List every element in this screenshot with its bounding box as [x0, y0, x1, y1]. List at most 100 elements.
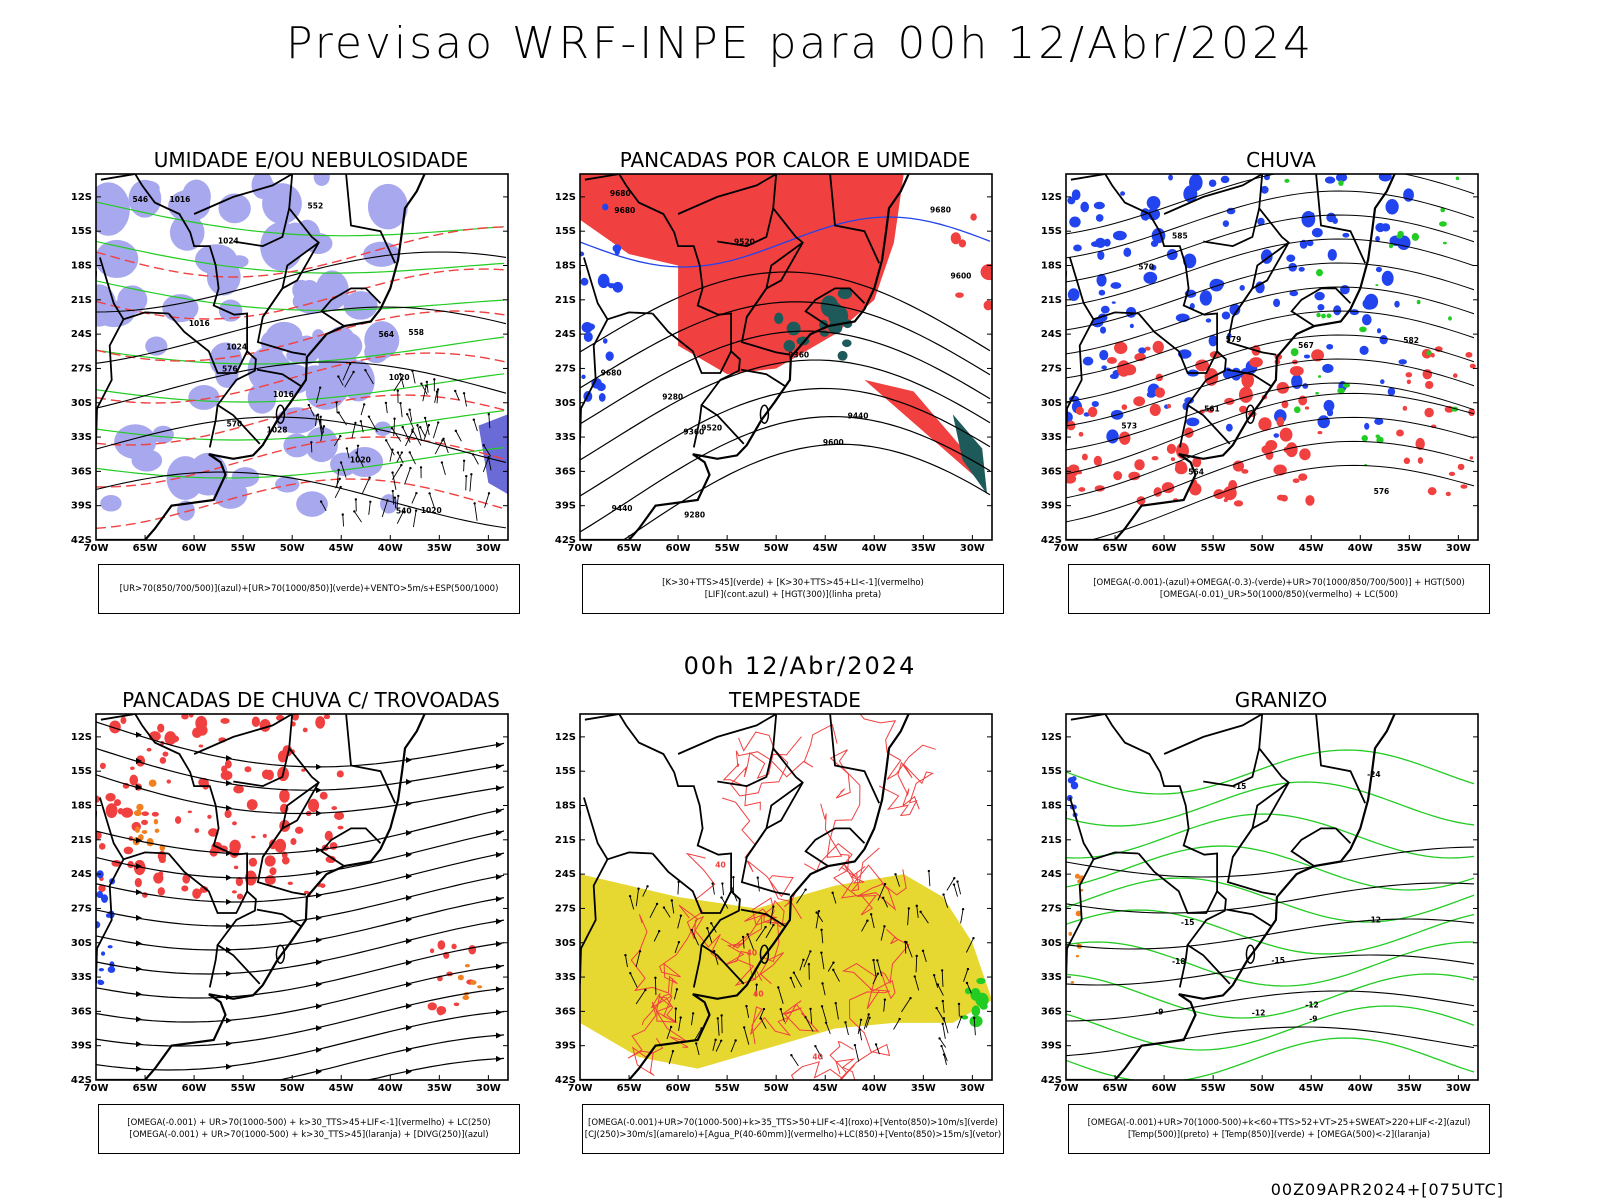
rain-red-area — [1106, 357, 1117, 364]
wind-vector-head — [471, 453, 475, 456]
wind-vector — [942, 1023, 946, 1039]
lon-label: 70W — [1054, 1083, 1079, 1094]
legend-line: [OMEGA(-0.001)+UR>70(1000-500)+k<60+TTS>… — [1087, 1118, 1471, 1128]
streamline — [96, 808, 505, 855]
streamline — [96, 1034, 505, 1080]
rain-red-area — [1425, 380, 1434, 390]
rain-omega-area — [1317, 415, 1330, 429]
wind-vector — [365, 369, 374, 385]
rain-red-area — [1241, 469, 1249, 474]
map-frame — [95, 713, 509, 1081]
contour-label: -18 — [1172, 957, 1186, 966]
rain-green-area — [1388, 243, 1394, 249]
rain-red-area — [1134, 459, 1145, 471]
wind-vector — [400, 403, 403, 418]
wind-vector-head — [940, 1044, 943, 1048]
rain-red-area — [1448, 471, 1456, 476]
precipitable-water-contour — [850, 847, 907, 911]
rain-red-area — [1402, 405, 1408, 411]
streamline — [96, 897, 505, 951]
lon-label: 35W — [427, 543, 452, 554]
wind-vector — [333, 435, 341, 447]
humidity-high-area — [96, 198, 107, 212]
lat-label: 15S — [555, 226, 576, 237]
streamline-arrow — [496, 1055, 502, 1062]
rain-green-area — [1359, 326, 1367, 333]
streamline-arrow — [496, 741, 502, 748]
wind-vector-head — [655, 902, 659, 906]
thunder-shower-area — [324, 830, 333, 841]
thunder-shower-area — [157, 723, 165, 733]
hgt500-contour — [1066, 440, 1475, 523]
rain-omega-area — [1111, 301, 1116, 304]
lat-label: 36S — [555, 1006, 576, 1017]
wind-vector — [957, 881, 962, 895]
rain-red-area — [1078, 431, 1084, 437]
wind-vector-head — [339, 434, 342, 438]
rain-omega-area — [1073, 244, 1082, 252]
rain-green-area — [1326, 313, 1332, 319]
lat-label: 30S — [71, 398, 92, 409]
wind-vector — [715, 1040, 722, 1052]
streamline-arrow — [136, 731, 142, 738]
country-border — [1203, 748, 1261, 788]
humidity-high-area — [324, 341, 341, 354]
lat-label: 30S — [1041, 398, 1062, 409]
lat-label: 27S — [1041, 363, 1062, 374]
streamline-arrow — [496, 940, 502, 947]
wind-vector — [674, 941, 680, 953]
wind-vector — [691, 929, 700, 946]
wind-vector — [743, 1027, 750, 1045]
streamline-arrow — [406, 778, 412, 785]
wind-vector — [653, 930, 660, 942]
rain-red-area — [1078, 487, 1086, 492]
lon-label: 70W — [84, 543, 109, 554]
rain-green-area — [1455, 176, 1460, 181]
map-root: 9680 9680 9680 9680 9600 9600 9520 9520 9440 9440… — [555, 173, 993, 554]
rain-omega-area — [1317, 304, 1325, 311]
country-border — [256, 174, 320, 356]
humidity-core — [478, 414, 508, 495]
wind-vector — [336, 402, 338, 414]
wind-vector — [342, 363, 351, 381]
wind-vector — [953, 884, 958, 897]
rain-red-area — [1066, 473, 1077, 484]
lat-label: 24S — [555, 869, 576, 880]
contour-label: 1016 — [189, 319, 210, 328]
precipitable-water-contour — [878, 761, 934, 817]
convective-area — [837, 350, 848, 361]
heat-shower-area — [958, 239, 967, 248]
wind-vector — [351, 422, 356, 439]
rain-omega-area — [1123, 247, 1132, 258]
rain-red-area — [1184, 427, 1194, 438]
panel-legend: [K>30+TTS>45](verde) + [K>30+TTS>45+LI<-… — [582, 564, 1004, 614]
orange-area — [148, 779, 157, 787]
thunder-shower-area — [287, 881, 294, 886]
wind-vector-head — [337, 468, 340, 472]
wind-vector — [780, 1009, 785, 1023]
map-pancadas-calor: 9680 9680 9680 9680 9600 9600 9520 9520 9440 9440… — [555, 173, 993, 554]
panel-pancadas-calor: PANCADAS POR CALOR E UMIDADE 9680 9680 968… — [555, 148, 1010, 618]
wind-vector — [308, 404, 315, 417]
wind-vector — [865, 1017, 871, 1028]
wind-vector — [434, 391, 438, 403]
streamline — [96, 987, 505, 1047]
rain-red-area — [1445, 491, 1451, 497]
divergence-area — [97, 980, 105, 986]
lif-contour — [597, 273, 610, 289]
wind-vector-head — [629, 972, 632, 975]
streamline-arrow — [136, 784, 142, 791]
panel-title: UMIDADE E/OU NEBULOSIDADE — [153, 148, 469, 172]
thunder-shower-area — [182, 874, 191, 884]
thunder-shower-area — [105, 803, 118, 819]
thunder-shower-area — [244, 766, 252, 773]
lat-label: 18S — [555, 261, 576, 272]
rain-red-area — [1289, 365, 1304, 376]
country-border — [740, 368, 787, 388]
rain-omega-area — [1129, 323, 1134, 329]
orange-area — [133, 809, 142, 817]
wind-vector-head — [883, 998, 887, 1001]
contour-label: 582 — [1403, 336, 1419, 345]
heat-shower-area — [970, 213, 977, 221]
